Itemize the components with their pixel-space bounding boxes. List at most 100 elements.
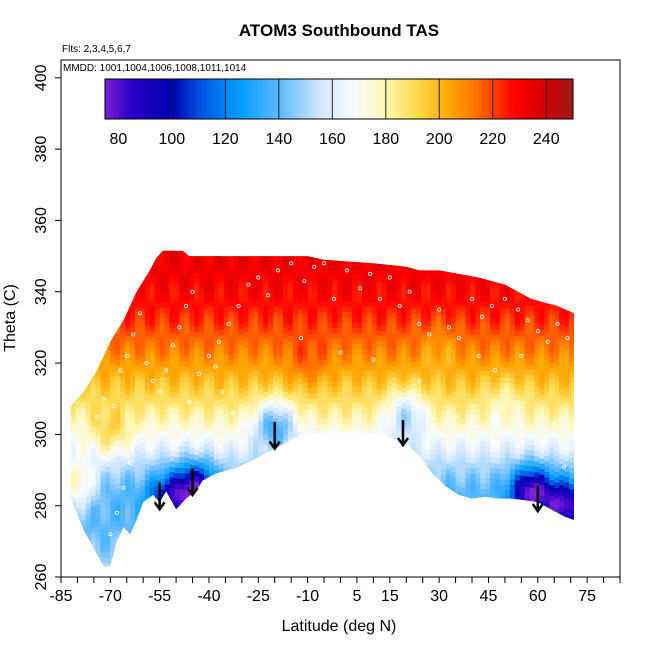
- heatmap-cell: [253, 364, 259, 371]
- heatmap-cell: [554, 487, 560, 494]
- heatmap-cell: [401, 317, 407, 324]
- heatmap-cell: [253, 252, 259, 259]
- heatmap-cell: [287, 383, 294, 390]
- heatmap-cell: [559, 484, 565, 491]
- heatmap-cell: [238, 339, 245, 346]
- heatmap-cell: [514, 501, 521, 508]
- heatmap-cell: [430, 460, 437, 467]
- heatmap-cell: [371, 264, 378, 271]
- heatmap-cell: [445, 302, 452, 309]
- heatmap-cell: [559, 468, 565, 475]
- heatmap-cell: [460, 278, 467, 285]
- heatmap-cell: [258, 313, 264, 320]
- heatmap-cell: [258, 425, 264, 432]
- heatmap-cell: [159, 312, 166, 319]
- heatmap-cell: [425, 394, 432, 401]
- heatmap-cell: [371, 344, 378, 351]
- heatmap-cell: [499, 313, 506, 320]
- heatmap-cell: [134, 278, 141, 285]
- heatmap-cell: [465, 290, 471, 297]
- heatmap-cell: [268, 372, 274, 379]
- heatmap-cell: [465, 349, 471, 356]
- heatmap-cell: [499, 398, 506, 405]
- heatmap-cell: [450, 337, 457, 344]
- heatmap-cell: [302, 403, 309, 410]
- heatmap-cell: [263, 343, 269, 349]
- heatmap-cell: [534, 380, 541, 387]
- heatmap-cell: [514, 410, 521, 417]
- heatmap-cell: [258, 302, 264, 309]
- heatmap-cell: [430, 438, 437, 445]
- observation-point: [164, 368, 169, 373]
- heatmap-cell: [401, 397, 407, 404]
- heatmap-cell: [273, 332, 279, 339]
- heatmap-cell: [509, 489, 516, 496]
- heatmap-cell: [317, 274, 324, 281]
- heatmap-cell: [322, 284, 328, 291]
- heatmap-cell: [455, 389, 462, 396]
- colorbar-segment: [383, 79, 387, 119]
- colorbar-segment: [150, 79, 154, 119]
- heatmap-cell: [199, 457, 205, 464]
- heatmap-cell: [228, 289, 235, 296]
- heatmap-cell: [258, 404, 264, 411]
- heatmap-cell: [312, 263, 319, 270]
- heatmap-cell: [95, 536, 102, 543]
- heatmap-cell: [134, 449, 141, 456]
- heatmap-cell: [421, 414, 427, 421]
- heatmap-cell: [559, 474, 565, 480]
- heatmap-cell: [144, 367, 151, 374]
- observation-point: [427, 332, 432, 337]
- heatmap-cell: [278, 367, 284, 374]
- observation-point: [131, 332, 136, 337]
- heatmap-cell: [539, 383, 545, 390]
- heatmap-cell: [342, 289, 348, 296]
- heatmap-cell: [154, 426, 161, 433]
- heatmap-cell: [292, 337, 299, 344]
- observation-point: [542, 439, 547, 444]
- heatmap-cell: [509, 414, 516, 421]
- heatmap-cell: [144, 463, 151, 470]
- heatmap-cell: [559, 383, 565, 390]
- heatmap-cell: [204, 314, 210, 321]
- observation-point: [190, 289, 195, 294]
- heatmap-cell: [480, 370, 486, 377]
- heatmap-cell: [307, 333, 314, 340]
- heatmap-cell: [342, 348, 348, 355]
- heatmap-cell: [233, 266, 240, 273]
- heatmap-cell: [559, 420, 565, 427]
- heatmap-cell: [228, 364, 235, 371]
- observation-point: [249, 432, 254, 437]
- heatmap-cell: [189, 250, 195, 257]
- heatmap-cell: [519, 432, 526, 439]
- heatmap-cell: [189, 448, 195, 454]
- heatmap-cell: [297, 329, 304, 336]
- heatmap-cell: [174, 269, 180, 276]
- heatmap-cell: [322, 364, 328, 371]
- heatmap-cell: [386, 283, 393, 290]
- heatmap-cell: [327, 311, 333, 318]
- heatmap-cell: [169, 498, 176, 505]
- heatmap-cell: [223, 402, 230, 409]
- heatmap-cell: [509, 404, 516, 411]
- heatmap-cell: [233, 458, 240, 465]
- heatmap-cell: [435, 325, 442, 332]
- heatmap-cell: [504, 414, 511, 421]
- heatmap-cell: [120, 498, 126, 505]
- heatmap-cell: [317, 295, 324, 302]
- heatmap-cell: [174, 376, 180, 383]
- heatmap-cell: [204, 277, 210, 283]
- heatmap-cell: [509, 302, 516, 309]
- heatmap-cell: [465, 301, 471, 308]
- heatmap-cell: [440, 362, 447, 369]
- heatmap-cell: [455, 469, 462, 476]
- heatmap-cell: [421, 441, 427, 448]
- heatmap-cell: [371, 339, 378, 345]
- heatmap-cell: [509, 334, 516, 341]
- heatmap-cell: [386, 363, 393, 370]
- heatmap-cell: [529, 353, 536, 360]
- heatmap-cell: [149, 352, 156, 359]
- heatmap-cell: [125, 469, 131, 476]
- heatmap-cell: [287, 436, 294, 443]
- heatmap-cell: [465, 477, 471, 484]
